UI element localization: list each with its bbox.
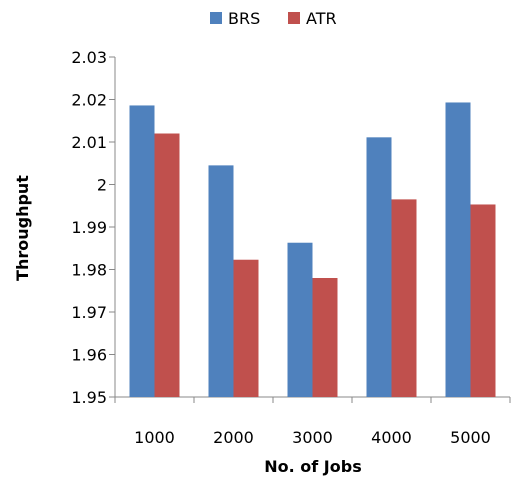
y-tick-label: 1.97 [71, 303, 107, 322]
x-tick-label: 5000 [450, 428, 491, 447]
legend-swatch-atr [288, 12, 300, 24]
bar-atr [233, 259, 259, 397]
bar-brs [208, 165, 234, 397]
legend-label-atr: ATR [306, 9, 337, 28]
x-axis: 1000 2000 3000 4000 5000 [114, 396, 511, 447]
y-tick-label: 1.99 [71, 218, 107, 237]
legend-label-brs: BRS [228, 9, 260, 28]
x-tick-label: 2000 [213, 428, 254, 447]
x-axis-title: No. of Jobs [264, 457, 361, 476]
y-tick-label: 1.95 [71, 388, 107, 407]
bar-brs [366, 137, 392, 397]
bars [129, 102, 496, 397]
bar-atr [312, 278, 338, 397]
x-tick-label: 3000 [292, 428, 333, 447]
y-tick-label: 1.98 [71, 261, 107, 280]
bar-brs [129, 105, 155, 397]
legend-swatch-brs [210, 12, 222, 24]
x-tick-label: 1000 [134, 428, 175, 447]
x-tick-label: 4000 [371, 428, 412, 447]
y-tick-label: 2.03 [71, 48, 107, 67]
bar-atr [470, 204, 496, 397]
y-axis: 1.95 1.96 1.97 1.98 1.99 2 2.01 2.02 2.03 [71, 48, 116, 407]
bar-atr [391, 199, 417, 397]
y-tick-label: 2.02 [71, 91, 107, 110]
bar-brs [287, 242, 313, 397]
bar-atr [154, 133, 180, 397]
y-tick-label: 2 [97, 176, 107, 195]
y-axis-title: Throughput [13, 175, 32, 281]
bar-brs [445, 102, 471, 397]
y-tick-label: 2.01 [71, 133, 107, 152]
legend: BRS ATR [210, 9, 337, 28]
y-tick-label: 1.96 [71, 346, 107, 365]
